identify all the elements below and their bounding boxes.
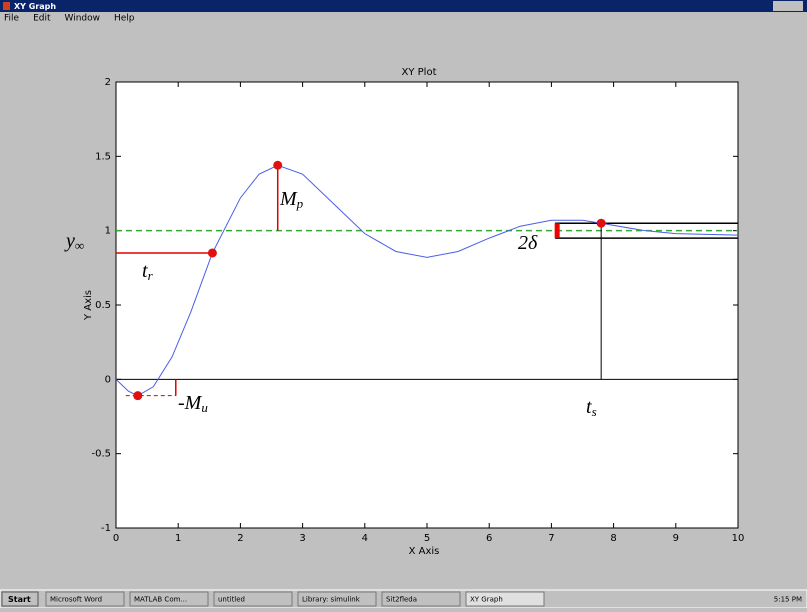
menu-item[interactable]: File [4,14,20,24]
x-tick-label: 3 [299,533,305,544]
menu-item[interactable]: Help [114,14,135,24]
key-point [208,248,217,257]
x-tick-label: 0 [113,533,119,544]
taskbar-item-label: untitled [218,596,245,604]
annotation-label: 2δ [518,232,538,254]
annotation-subscript: ∞ [75,238,84,253]
clock: 5:15 PM [774,596,802,604]
y-tick-label: 1 [105,226,111,237]
key-point [597,219,606,228]
x-tick-label: 4 [362,533,368,544]
taskbar-item-label: Library: simulink [302,596,361,604]
x-tick-label: 6 [486,533,492,544]
x-tick-label: 8 [610,533,616,544]
x-tick-label: 5 [424,533,430,544]
plot-area [116,82,738,528]
y-tick-label: -0.5 [91,449,111,460]
y-tick-label: 1.5 [95,151,111,162]
annotation-symbol: M [279,188,298,210]
taskbar-item-label: MATLAB Com... [134,596,187,604]
x-axis-label: X Axis [409,546,440,557]
menu-item[interactable]: Window [65,14,101,24]
screen: XY Graph XY Plot X Axis Y Axis File Edit W… [0,0,807,608]
menu-item[interactable]: Edit [33,14,51,24]
x-tick-label: 7 [548,533,554,544]
annotation-symbol: y [64,230,75,252]
annotation-symbol: 2δ [518,232,538,254]
title-bar [0,0,807,12]
annotation-label: y∞ [64,230,84,253]
window-icon [3,2,10,10]
y-axis-label: Y Axis [83,290,94,321]
y-tick-label: 0 [105,374,111,385]
taskbar-item-label: Sit2fleda [386,596,417,604]
key-point [133,391,142,400]
key-point [273,161,282,170]
taskbar-item-label: Microsoft Word [50,596,102,604]
x-tick-label: 2 [237,533,243,544]
x-tick-label: 9 [673,533,679,544]
annotation-subscript: u [201,400,208,415]
annotation-subscript: p [296,196,304,211]
window-title: XY Graph [14,2,56,11]
annotation-symbol: -M [178,392,203,414]
x-tick-label: 1 [175,533,181,544]
window-controls[interactable] [773,1,803,11]
y-tick-label: 2 [105,77,111,88]
annotation-subscript: s [592,404,597,419]
taskbar-item-label: XY Graph [470,596,503,604]
y-tick-label: -1 [101,523,111,534]
page: XY Graph XY Plot X Axis Y Axis File Edit W… [0,0,807,608]
x-tick-label: 10 [732,533,745,544]
y-tick-label: 0.5 [95,300,111,311]
start-label: Start [8,595,31,604]
plot-title: XY Plot [402,67,437,78]
